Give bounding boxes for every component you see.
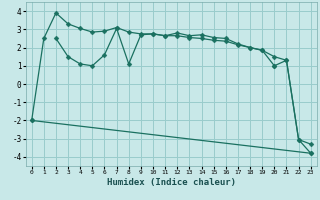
X-axis label: Humidex (Indice chaleur): Humidex (Indice chaleur) <box>107 178 236 187</box>
